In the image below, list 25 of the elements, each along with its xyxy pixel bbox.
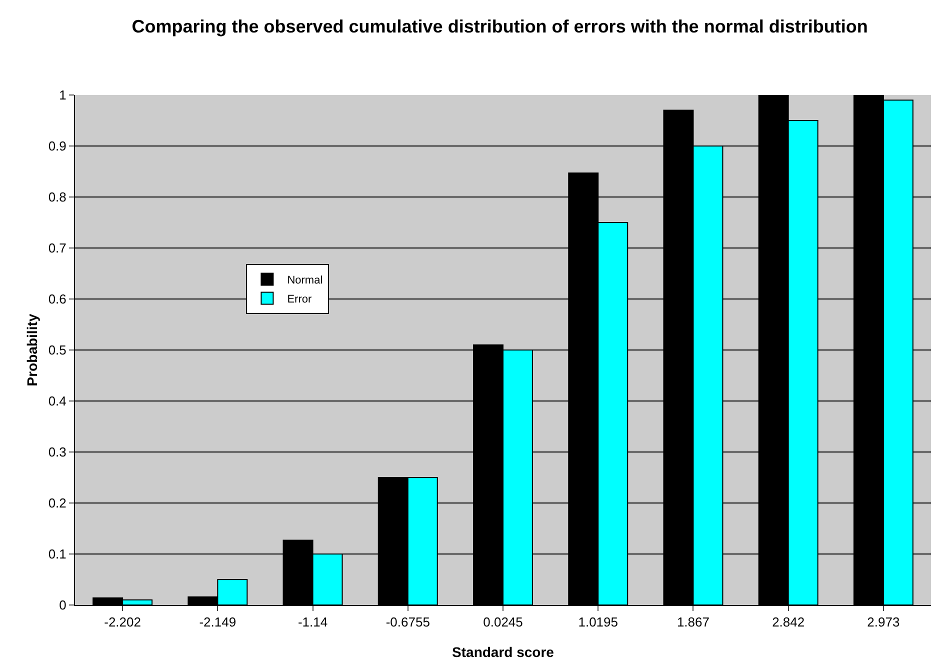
y-axis-title: Probability: [24, 314, 40, 386]
legend-label: Normal: [287, 274, 323, 287]
y-tick-label: 0: [59, 598, 66, 613]
y-tick-label: 1: [59, 88, 66, 103]
x-tick-label: -1.14: [298, 614, 328, 630]
y-tick-label: 0.1: [48, 546, 66, 562]
y-tick-label: 0.3: [48, 444, 66, 460]
y-tick-label: 0.2: [48, 496, 66, 511]
y-tick-label: 0.7: [48, 240, 66, 256]
x-tick-label: 1.867: [676, 614, 710, 630]
x-tick-label: -2.202: [104, 614, 141, 630]
x-tick-label: 1.0195: [578, 614, 618, 630]
y-tick-label: 0.5: [48, 342, 66, 358]
x-tick-label: 2.973: [867, 614, 900, 630]
y-tick-label: 0.8: [48, 190, 66, 205]
y-tick-label: 0.6: [48, 292, 66, 307]
chart-title: Comparing the observed cumulative distribution of errors with the normal distribution: [132, 16, 868, 37]
x-tick-label: 2.842: [772, 614, 805, 630]
legend-label: Error: [287, 294, 312, 306]
y-tick-label: 0.4: [48, 394, 66, 409]
y-tick-label: 0.9: [48, 138, 66, 154]
x-axis-title: Standard score: [452, 644, 554, 660]
x-tick-label: -0.6755: [386, 614, 430, 630]
x-tick-label: 0.0245: [483, 614, 523, 630]
x-tick-label: -2.149: [199, 614, 236, 630]
